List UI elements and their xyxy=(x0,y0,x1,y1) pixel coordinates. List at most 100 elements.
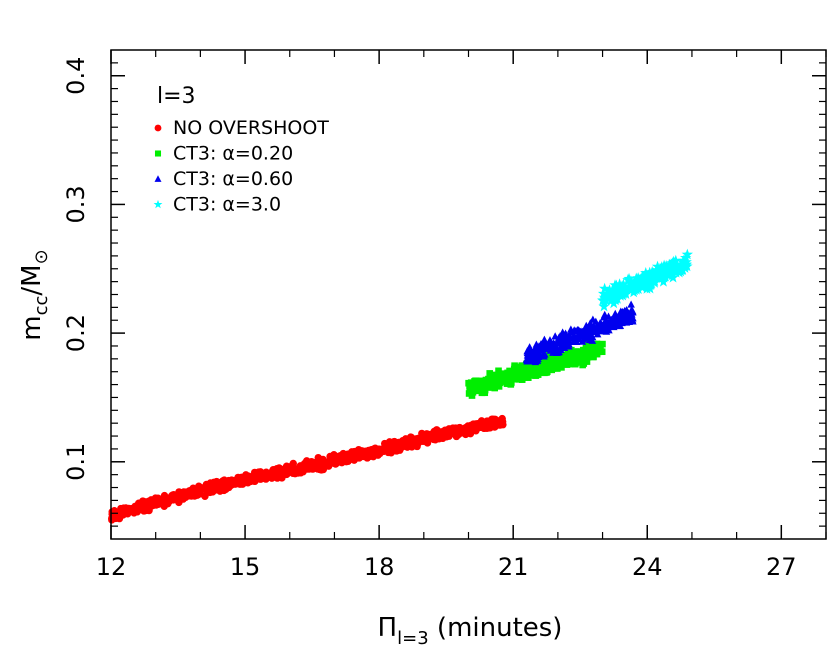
data-point xyxy=(585,343,592,351)
data-point xyxy=(525,349,534,357)
data-point xyxy=(674,264,686,276)
data-point xyxy=(666,269,678,281)
data-point xyxy=(474,423,483,431)
data-point xyxy=(535,346,544,354)
axis-ticks xyxy=(110,50,827,539)
data-point xyxy=(263,471,271,479)
data-point xyxy=(565,337,574,345)
data-point xyxy=(523,357,532,365)
data-point xyxy=(454,426,462,434)
data-point xyxy=(375,449,383,458)
data-point xyxy=(613,282,625,294)
x-tick-label: 12 xyxy=(96,553,127,581)
data-point xyxy=(540,344,548,353)
data-point xyxy=(558,353,566,360)
data-point xyxy=(512,372,519,380)
data-point xyxy=(553,348,561,356)
data-point xyxy=(632,273,644,284)
data-point xyxy=(603,318,611,326)
data-point xyxy=(659,270,671,282)
data-point xyxy=(134,501,143,509)
y-tick-label: 0.2 xyxy=(62,314,90,352)
data-point xyxy=(681,248,693,260)
data-point xyxy=(312,463,321,471)
legend-marker xyxy=(154,124,162,132)
data-point xyxy=(648,276,661,288)
data-point xyxy=(344,457,352,465)
data-point xyxy=(351,449,360,458)
data-point xyxy=(108,516,116,524)
data-point xyxy=(486,374,494,382)
x-tick-label: 15 xyxy=(230,553,261,581)
data-point xyxy=(430,434,439,443)
data-point xyxy=(645,271,658,283)
data-point xyxy=(551,356,559,364)
data-point xyxy=(660,259,672,271)
data-point xyxy=(490,376,497,384)
data-point xyxy=(616,321,625,330)
data-point xyxy=(140,501,149,509)
data-point xyxy=(617,278,630,290)
data-point xyxy=(598,300,610,312)
data-point xyxy=(548,340,556,348)
data-point xyxy=(335,457,343,465)
data-point xyxy=(108,508,116,516)
x-tick-label: 24 xyxy=(632,553,663,581)
data-point xyxy=(526,365,533,372)
y-axis-label: mcc/M⊙ xyxy=(17,249,52,340)
data-point xyxy=(604,288,616,300)
data-point xyxy=(499,420,507,429)
data-point xyxy=(526,352,534,361)
data-point xyxy=(637,277,649,289)
data-point xyxy=(556,337,564,345)
data-point xyxy=(579,361,586,369)
data-point xyxy=(533,368,541,375)
data-point xyxy=(566,328,575,336)
data-point xyxy=(596,347,603,354)
data-point xyxy=(677,256,689,268)
series-3 xyxy=(597,248,693,312)
data-point xyxy=(547,356,554,363)
data-point xyxy=(559,356,566,364)
data-point xyxy=(380,444,389,452)
data-point xyxy=(541,369,548,377)
data-point xyxy=(558,364,565,371)
data-point xyxy=(599,313,608,321)
data-point xyxy=(488,417,497,425)
panel-label: l=3 xyxy=(157,84,196,109)
data-point xyxy=(676,262,688,274)
data-point xyxy=(411,436,419,445)
data-point xyxy=(628,277,641,288)
data-point xyxy=(245,472,253,480)
data-point xyxy=(574,351,581,358)
data-point xyxy=(568,348,576,356)
data-point xyxy=(610,319,618,327)
data-point xyxy=(507,370,514,378)
data-point xyxy=(560,343,569,351)
data-point xyxy=(503,376,511,384)
data-point xyxy=(619,286,632,297)
x-tick-label: 27 xyxy=(766,553,797,581)
data-point xyxy=(598,282,611,294)
data-point xyxy=(605,326,613,334)
data-point xyxy=(625,317,633,326)
data-point xyxy=(548,366,556,374)
data-point xyxy=(578,337,587,345)
y-tick-label: 0.4 xyxy=(62,57,90,95)
data-point xyxy=(518,362,526,369)
data-point xyxy=(614,313,623,321)
data-point xyxy=(572,359,579,367)
data-point xyxy=(569,355,577,363)
data-point xyxy=(129,508,138,516)
data-point xyxy=(583,355,590,362)
data-point xyxy=(518,367,526,374)
data-point xyxy=(512,369,520,376)
data-point xyxy=(152,497,161,505)
data-point xyxy=(619,317,627,326)
axis-tick-labels: 12 15 18 21 24 27 0.1 0.2 0.3 0.4 xyxy=(62,57,797,581)
data-point xyxy=(497,372,505,380)
data-point xyxy=(538,364,545,372)
x-axis-label-subscript: l=3 xyxy=(397,628,429,648)
series-0 xyxy=(108,414,507,524)
legend-entry-label: CT3: α=0.60 xyxy=(173,168,293,190)
